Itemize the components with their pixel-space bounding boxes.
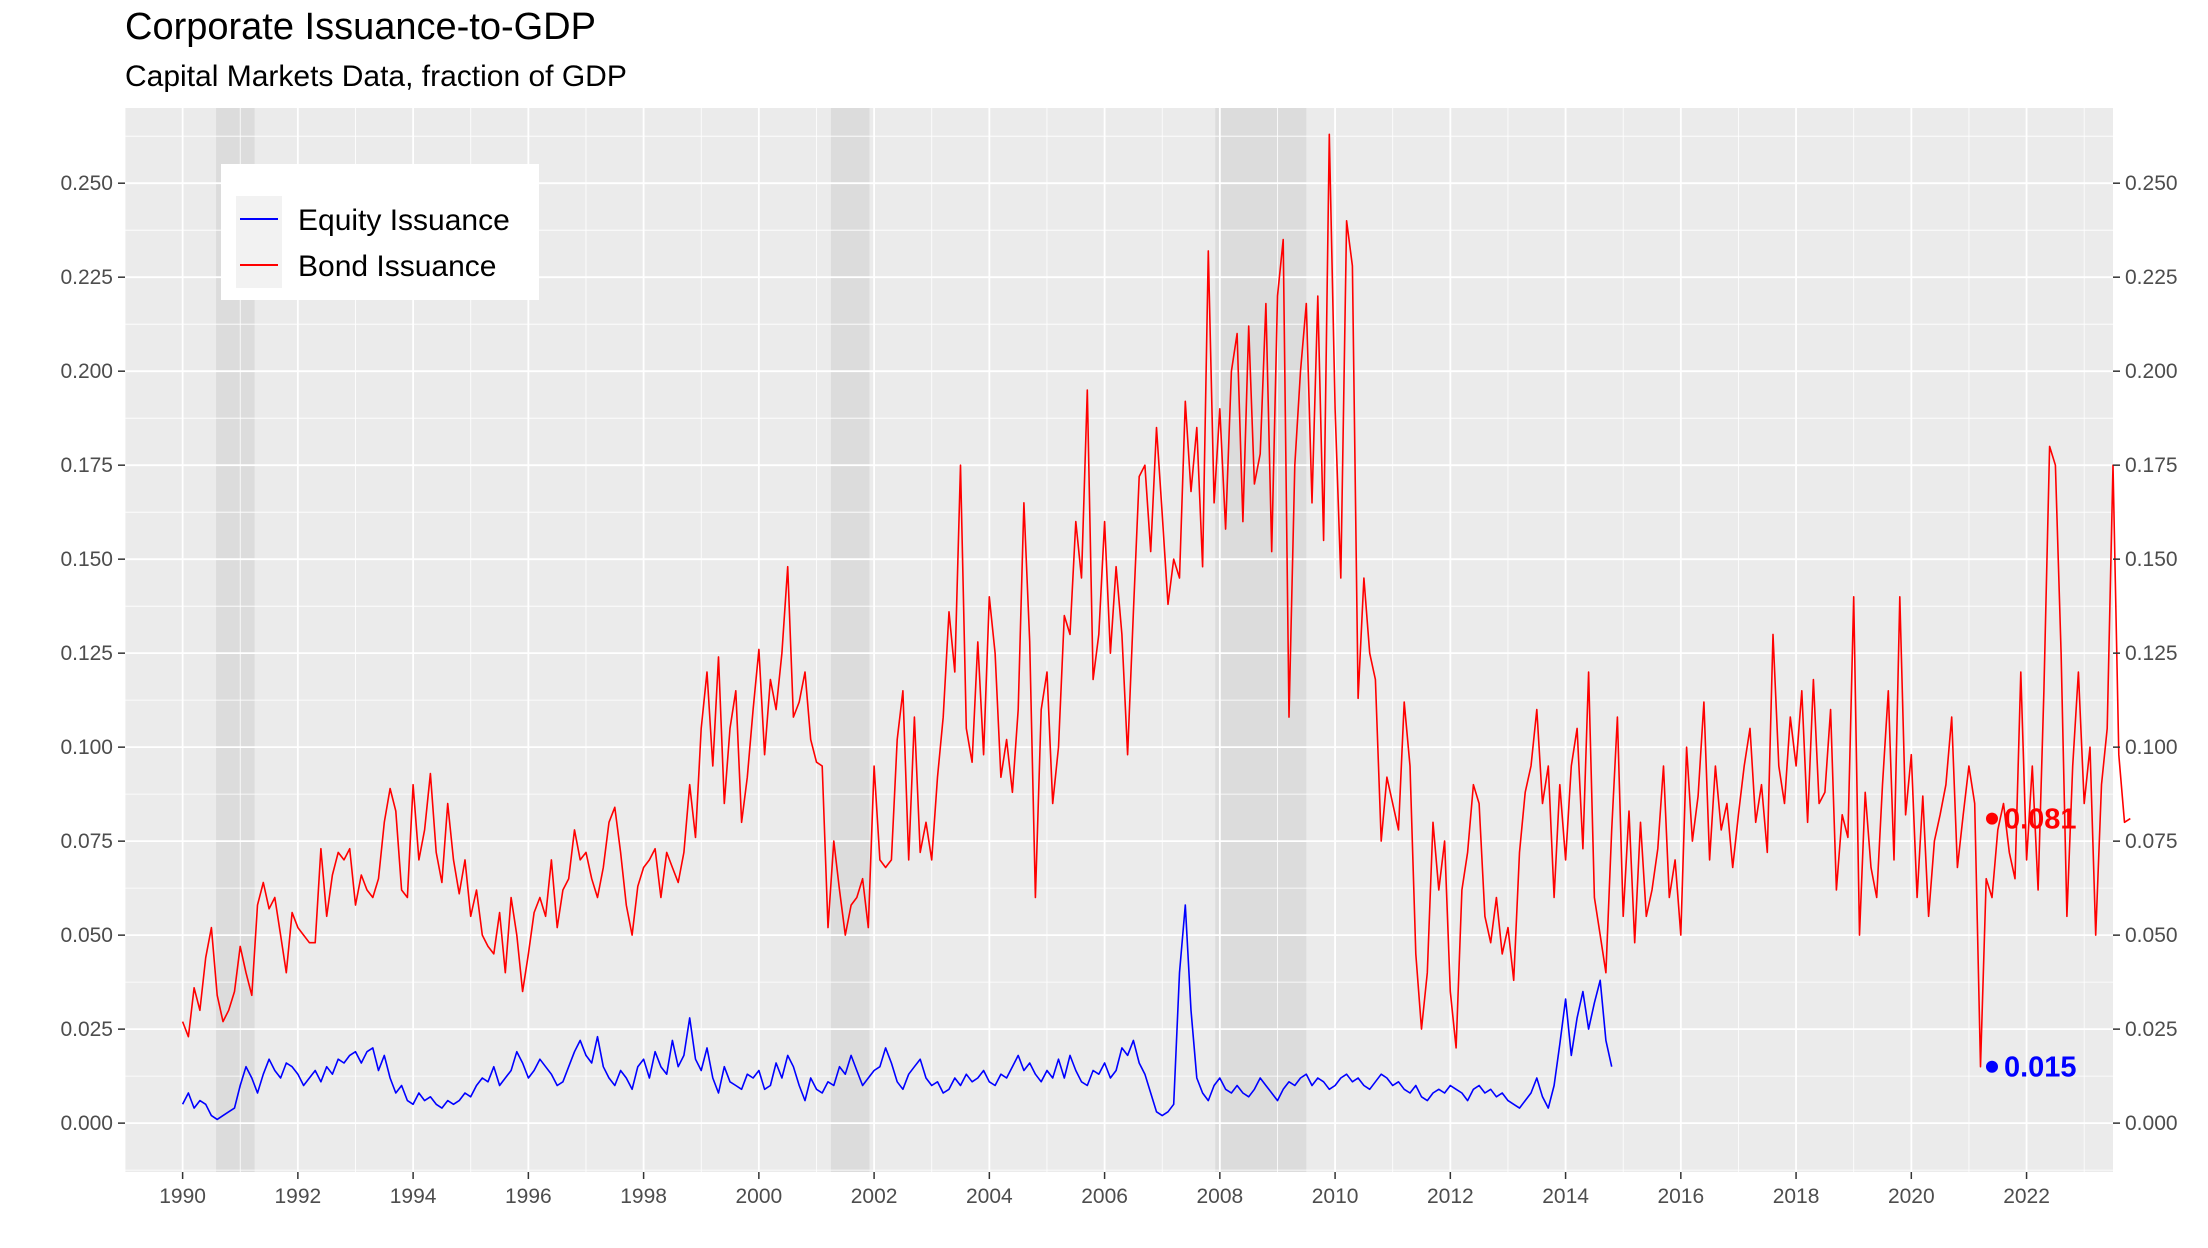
y-tick-label-left: 0.000 — [60, 1112, 113, 1135]
equity-issuance-line — [181, 904, 1613, 1121]
y-tick-label-left: 0.250 — [60, 172, 113, 195]
bond-issuance-line — [181, 133, 2131, 1068]
x-tick-label: 1990 — [159, 1185, 206, 1208]
x-tick-label: 2008 — [1196, 1185, 1243, 1208]
y-tick-label-right: 0.200 — [2125, 360, 2178, 383]
bond-end-point — [1985, 812, 1998, 825]
y-tick-label-left: 0.175 — [60, 454, 113, 477]
y-tick-label-left: 0.100 — [60, 736, 113, 759]
y-tick-label-right: 0.150 — [2125, 548, 2178, 571]
x-tick-label: 1992 — [275, 1185, 322, 1208]
y-tick-label-right: 0.175 — [2125, 454, 2178, 477]
y-tick-label-right: 0.225 — [2125, 266, 2178, 289]
end-value-labels: 0.081 0.015 — [1985, 804, 2077, 1084]
x-tick-label: 2020 — [1888, 1185, 1935, 1208]
x-tick-label: 2004 — [966, 1185, 1013, 1208]
legend-label-equity: Equity Issuance — [298, 204, 510, 237]
x-tick-label: 1994 — [390, 1185, 437, 1208]
x-tick-label: 1996 — [505, 1185, 552, 1208]
x-tick-label: 2006 — [1081, 1185, 1128, 1208]
axes: 0.000 0.000 0.025 0.025 0.050 0.050 0.075 0.075… — [60, 172, 2177, 1208]
y-tick-label-left: 0.125 — [60, 642, 113, 665]
y-tick-label-left: 0.025 — [60, 1018, 113, 1041]
chart-title: Corporate Issuance-to-GDP — [125, 6, 596, 48]
x-tick-label: 1998 — [620, 1185, 667, 1208]
y-tick-label-right: 0.025 — [2125, 1018, 2178, 1041]
y-tick-label-right: 0.000 — [2125, 1112, 2178, 1135]
x-tick-label: 2012 — [1427, 1185, 1474, 1208]
grid-lines — [124, 108, 2113, 1172]
y-tick-label-left: 0.075 — [60, 830, 113, 853]
x-tick-label: 2000 — [735, 1185, 782, 1208]
y-tick-label-left: 0.200 — [60, 360, 113, 383]
legend: Equity Issuance Bond Issuance — [221, 164, 539, 300]
x-tick-label: 2010 — [1312, 1185, 1359, 1208]
equity-end-point — [1985, 1060, 1998, 1073]
y-tick-label-left: 0.150 — [60, 548, 113, 571]
x-tick-label: 2022 — [2003, 1185, 2050, 1208]
y-tick-label-left: 0.050 — [60, 924, 113, 947]
y-tick-label-right: 0.075 — [2125, 830, 2178, 853]
y-tick-label-right: 0.100 — [2125, 736, 2178, 759]
y-tick-label-left: 0.225 — [60, 266, 113, 289]
series-lines — [181, 133, 2131, 1121]
recession-band — [830, 108, 870, 1172]
x-tick-label: 2018 — [1773, 1185, 1820, 1208]
y-tick-label-right: 0.125 — [2125, 642, 2178, 665]
bond-end-value-label: 0.081 — [2004, 804, 2077, 836]
y-tick-label-right: 0.050 — [2125, 924, 2178, 947]
legend-label-bond: Bond Issuance — [298, 250, 496, 283]
chart-subtitle: Capital Markets Data, fraction of GDP — [125, 60, 627, 93]
x-tick-label: 2002 — [851, 1185, 898, 1208]
x-tick-label: 2016 — [1657, 1185, 1704, 1208]
x-tick-label: 2014 — [1542, 1185, 1589, 1208]
y-tick-label-right: 0.250 — [2125, 172, 2178, 195]
recession-band — [1215, 108, 1307, 1172]
equity-end-value-label: 0.015 — [2004, 1052, 2077, 1084]
